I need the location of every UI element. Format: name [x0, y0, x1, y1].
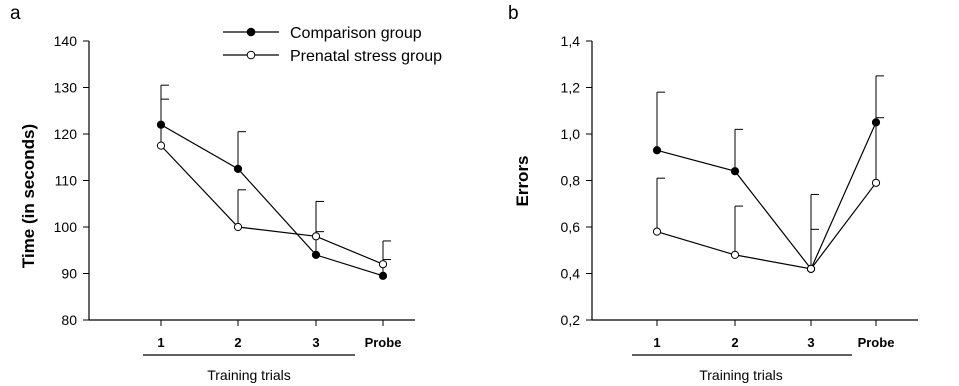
panel-b: b Errors 0,20,40,60,81,01,21,4 1 2 3 Probe …	[508, 3, 918, 383]
x-tick-label: 3	[807, 335, 814, 350]
panel-a-axes	[88, 41, 415, 321]
y-tick-label: 120	[54, 126, 78, 142]
legend-comparison-marker	[246, 27, 256, 37]
legend-comparison-label: Comparison group	[290, 25, 422, 42]
y-tick-label: 0,6	[561, 219, 581, 235]
panel-a-yticks: 80 90 100 110 120 130 140	[54, 33, 89, 328]
panel-a-group-label: Training trials	[207, 367, 291, 383]
comparison-point	[233, 164, 243, 173]
x-tick-label: Probe	[365, 335, 402, 350]
panel-a-ylabel: Time (in seconds)	[19, 124, 38, 268]
comparison-point	[378, 271, 388, 280]
y-tick-label: 140	[54, 33, 78, 49]
panel-a-xticks: 1 2 3 Probe	[157, 320, 401, 350]
panel-b-group-label: Training trials	[699, 367, 783, 383]
x-tick-label: 3	[312, 335, 319, 350]
x-tick-label: Probe	[858, 335, 895, 350]
y-tick-label: 1,0	[561, 126, 581, 142]
comparison-series-line	[656, 122, 877, 271]
legend-prenatal-label: Prenatal stress group	[290, 48, 442, 65]
x-tick-label: 1	[653, 335, 660, 350]
panel-b-series	[652, 75, 884, 273]
x-tick-label: 1	[157, 335, 164, 350]
panel-b-ylabel: Errors	[513, 155, 532, 206]
panel-a: a Time (in seconds) 8090100110120130140 …	[10, 3, 415, 383]
y-tick-label: 1,4	[561, 33, 581, 49]
legend-prenatal-marker	[246, 50, 256, 60]
y-tick-label: 100	[54, 219, 78, 235]
prenatal-point	[806, 264, 816, 273]
prenatal-point	[652, 227, 662, 236]
y-tick-label: 1,2	[561, 80, 581, 96]
y-tick-label: 0,4	[561, 266, 581, 282]
y-tick-label: 80	[61, 312, 77, 328]
comparison-point	[652, 146, 662, 155]
x-tick-label: 2	[731, 335, 738, 350]
comparison-point	[311, 250, 321, 259]
comparison-point	[730, 167, 740, 176]
prenatal-series-line	[160, 145, 384, 265]
prenatal-point	[730, 250, 740, 259]
panel-b-axes	[591, 41, 918, 321]
prenatal-point	[311, 232, 321, 241]
panel-b-xticks: 1 2 3 Probe	[653, 320, 894, 350]
panel-b-letter: b	[508, 3, 519, 24]
x-tick-label: 2	[234, 335, 241, 350]
comparison-point	[156, 120, 166, 129]
comparison-series-line	[160, 124, 384, 277]
prenatal-series-line	[656, 182, 877, 270]
comparison-point	[871, 118, 881, 127]
y-tick-label: 130	[54, 80, 78, 96]
panel-a-series	[156, 84, 391, 280]
panel-a-letter: a	[10, 3, 21, 24]
y-tick-label: 90	[61, 266, 77, 282]
prenatal-point	[156, 141, 166, 150]
y-tick-label: 0,2	[561, 312, 581, 328]
y-tick-label: 0,8	[561, 173, 581, 189]
prenatal-point	[871, 178, 881, 187]
panel-b-yticks: 0,2 0,4 0,6 0,8 1,0 1,2 1,4	[561, 33, 592, 328]
prenatal-point	[233, 222, 243, 232]
prenatal-point	[378, 260, 388, 269]
legend: Comparison group Prenatal stress group	[223, 25, 442, 65]
y-tick-label: 110	[55, 173, 78, 189]
